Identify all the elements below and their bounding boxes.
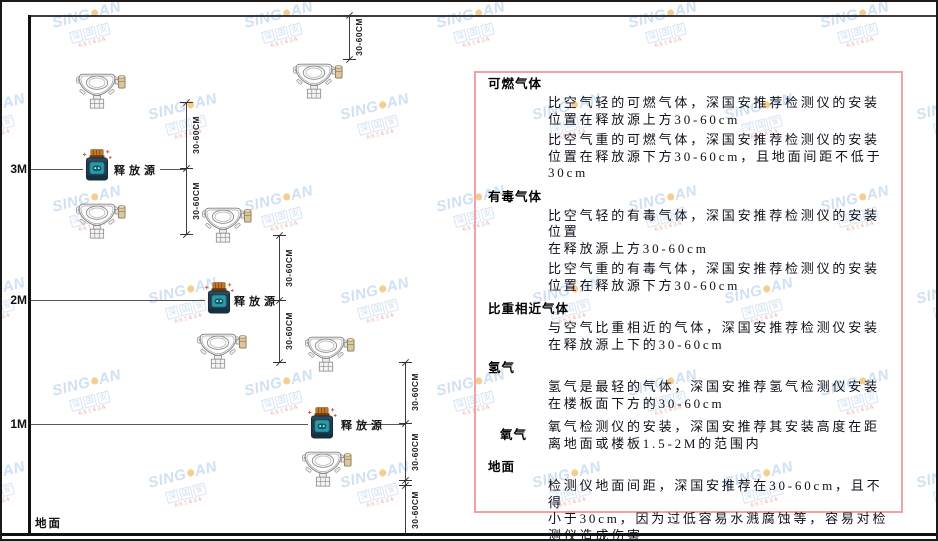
gas-detector-icon [302,451,352,487]
gas-detector-icon [202,207,252,243]
ceiling-line [29,15,936,17]
section-paragraph: 比空气轻的有毒气体，深国安推荐检测仪的安装位置 在释放源上方30-60cm [488,208,893,258]
dimension-line [405,362,406,533]
panel-section: 可燃气体 比空气轻的可燃气体，深国安推荐检测仪的安装 位置在释放源上方30-60cm… [488,77,893,182]
panel-section: 比重相近气体与空气比重相近的气体，深国安推荐检测仪安装 在释放源上下的30-60c… [488,302,893,353]
section-line: 小于30cm，因为过低容易水溅腐蚀等，容易对检 [548,511,889,526]
section-line: 氢气是最轻的气体，深国安推荐氢气检测仪安装 [548,379,880,394]
section-heading: 可燃气体 [488,77,543,91]
gas-detector [76,198,126,244]
section-line: 30cm [548,165,589,180]
section-line: 比空气轻的有毒气体，深国安推荐检测仪的安装位置 [548,207,880,240]
section-line: 在释放源上下的30-60cm [548,336,725,352]
gas-detector [76,68,126,114]
section-line: 在楼板面下方的30-60cm [548,395,725,411]
panel-section: 氢气氢气是最轻的气体，深国安推荐氢气检测仪安装 在楼板面下方的30-60cm [488,361,893,412]
panel-section: 氧气 氧气检测仪的安装，深国安推荐其安装高度在距 离地面或楼板1.5-2M的范围内 [488,419,893,452]
section-line: 比空气重的有毒气体，深国安推荐检测仪的安装 [548,261,880,276]
gas-detector-icon [305,336,355,372]
wall-axis-line [28,15,31,536]
gas-detector-icon [293,63,343,99]
dimension-label: 30-60CM [410,433,420,471]
gas-detector [302,446,352,492]
section-paragraph: 比空气重的可燃气体，深国安推荐检测仪的安装 位置在释放源下方30-60cm，且地面… [488,132,893,182]
section-line: 比空气轻的可燃气体，深国安推荐检测仪的安装 [548,95,880,110]
gas-detector [202,202,252,248]
reference-line [31,169,83,170]
section-line: 与空气比重相近的气体，深国安推荐检测仪安装 [548,320,880,335]
gas-detector-icon [76,203,126,239]
dimension-label: 30-60CM [410,491,420,529]
dimension-label: 30-60CM [284,312,294,350]
section-heading: 地面 [488,460,516,474]
release-source-icon [82,149,112,181]
info-panel: 可燃气体 比空气轻的可燃气体，深国安推荐检测仪的安装 位置在释放源上方30-60cm… [474,71,903,539]
section-line: 检测仪地面间距，深国安推荐在30-60cm，且不得 [548,478,883,510]
release-source [204,281,234,320]
reference-line [160,169,186,170]
section-paragraph: 检测仪地面间距，深国安推荐在30-60cm，且不得 小于30cm，因为过低容易水溅… [488,478,893,541]
dimension-label: 30-60CM [191,116,201,154]
gas-detector-icon [76,73,126,109]
release-source-label: 释放源 [234,296,279,308]
release-source-icon [307,407,337,439]
section-line: 氧气检测仪的安装，深国安推荐其安装高度在距 [548,419,880,434]
release-source-label: 释放源 [341,420,386,432]
dimension-label: 30-60CM [410,373,420,411]
dimension-line [349,15,350,59]
section-line: 位置在释放源上方30-60cm [548,111,741,127]
release-source [307,406,337,445]
ground-line [2,533,936,536]
ground-label: 地面 [35,518,62,530]
dimension-label: 30-60CM [191,182,201,220]
section-heading: 比重相近气体 [488,302,570,316]
section-line: 离地面或楼板1.5-2M的范围内 [548,435,762,451]
reference-line [363,424,405,425]
height-label: 3M [10,162,27,176]
section-line: 位置在释放源下方30-60cm [548,277,741,293]
release-source-icon [204,282,234,314]
height-label: 2M [10,293,27,307]
section-line: 在释放源上方30-60cm [548,240,709,256]
section-paragraph: 比空气轻的可燃气体，深国安推荐检测仪的安装 位置在释放源上方30-60cm [488,95,893,128]
section-paragraph: 氧气检测仪的安装，深国安推荐其安装高度在距 离地面或楼板1.5-2M的范围内 [488,419,893,452]
panel-section: 有毒气体 比空气轻的有毒气体，深国安推荐检测仪的安装位置 在释放源上方30-60cm… [488,190,893,295]
dimension-label: 30-60CM [354,18,364,56]
section-heading: 氧气 [500,428,528,442]
section-line: 比空气重的可燃气体，深国安推荐检测仪的安装 [548,132,880,147]
gas-detector-icon [197,333,247,369]
gas-detector [293,58,343,104]
section-paragraph: 比空气重的有毒气体，深国安推荐检测仪的安装 位置在释放源下方30-60cm [488,261,893,294]
section-heading: 氢气 [488,361,516,375]
release-source [82,148,112,187]
panel-section: 地面检测仪地面间距，深国安推荐在30-60cm，且不得 小于30cm，因为过低容易… [488,460,893,541]
gas-detector [197,328,247,374]
height-label: 1M [10,417,27,431]
dimension-label: 30-60CM [284,249,294,287]
reference-line [31,424,308,425]
section-heading: 有毒气体 [488,189,543,204]
reference-line [31,300,205,301]
release-source-label: 释放源 [114,165,159,177]
gas-detector [305,331,355,377]
section-line: 测仪造成伤害 [548,527,643,541]
section-paragraph: 氢气是最轻的气体，深国安推荐氢气检测仪安装 在楼板面下方的30-60cm [488,379,893,412]
section-paragraph: 与空气比重相近的气体，深国安推荐检测仪安装 在释放源上下的30-60cm [488,320,893,353]
section-line: 位置在释放源下方30-60cm，且地面间距不低于 [548,148,883,164]
